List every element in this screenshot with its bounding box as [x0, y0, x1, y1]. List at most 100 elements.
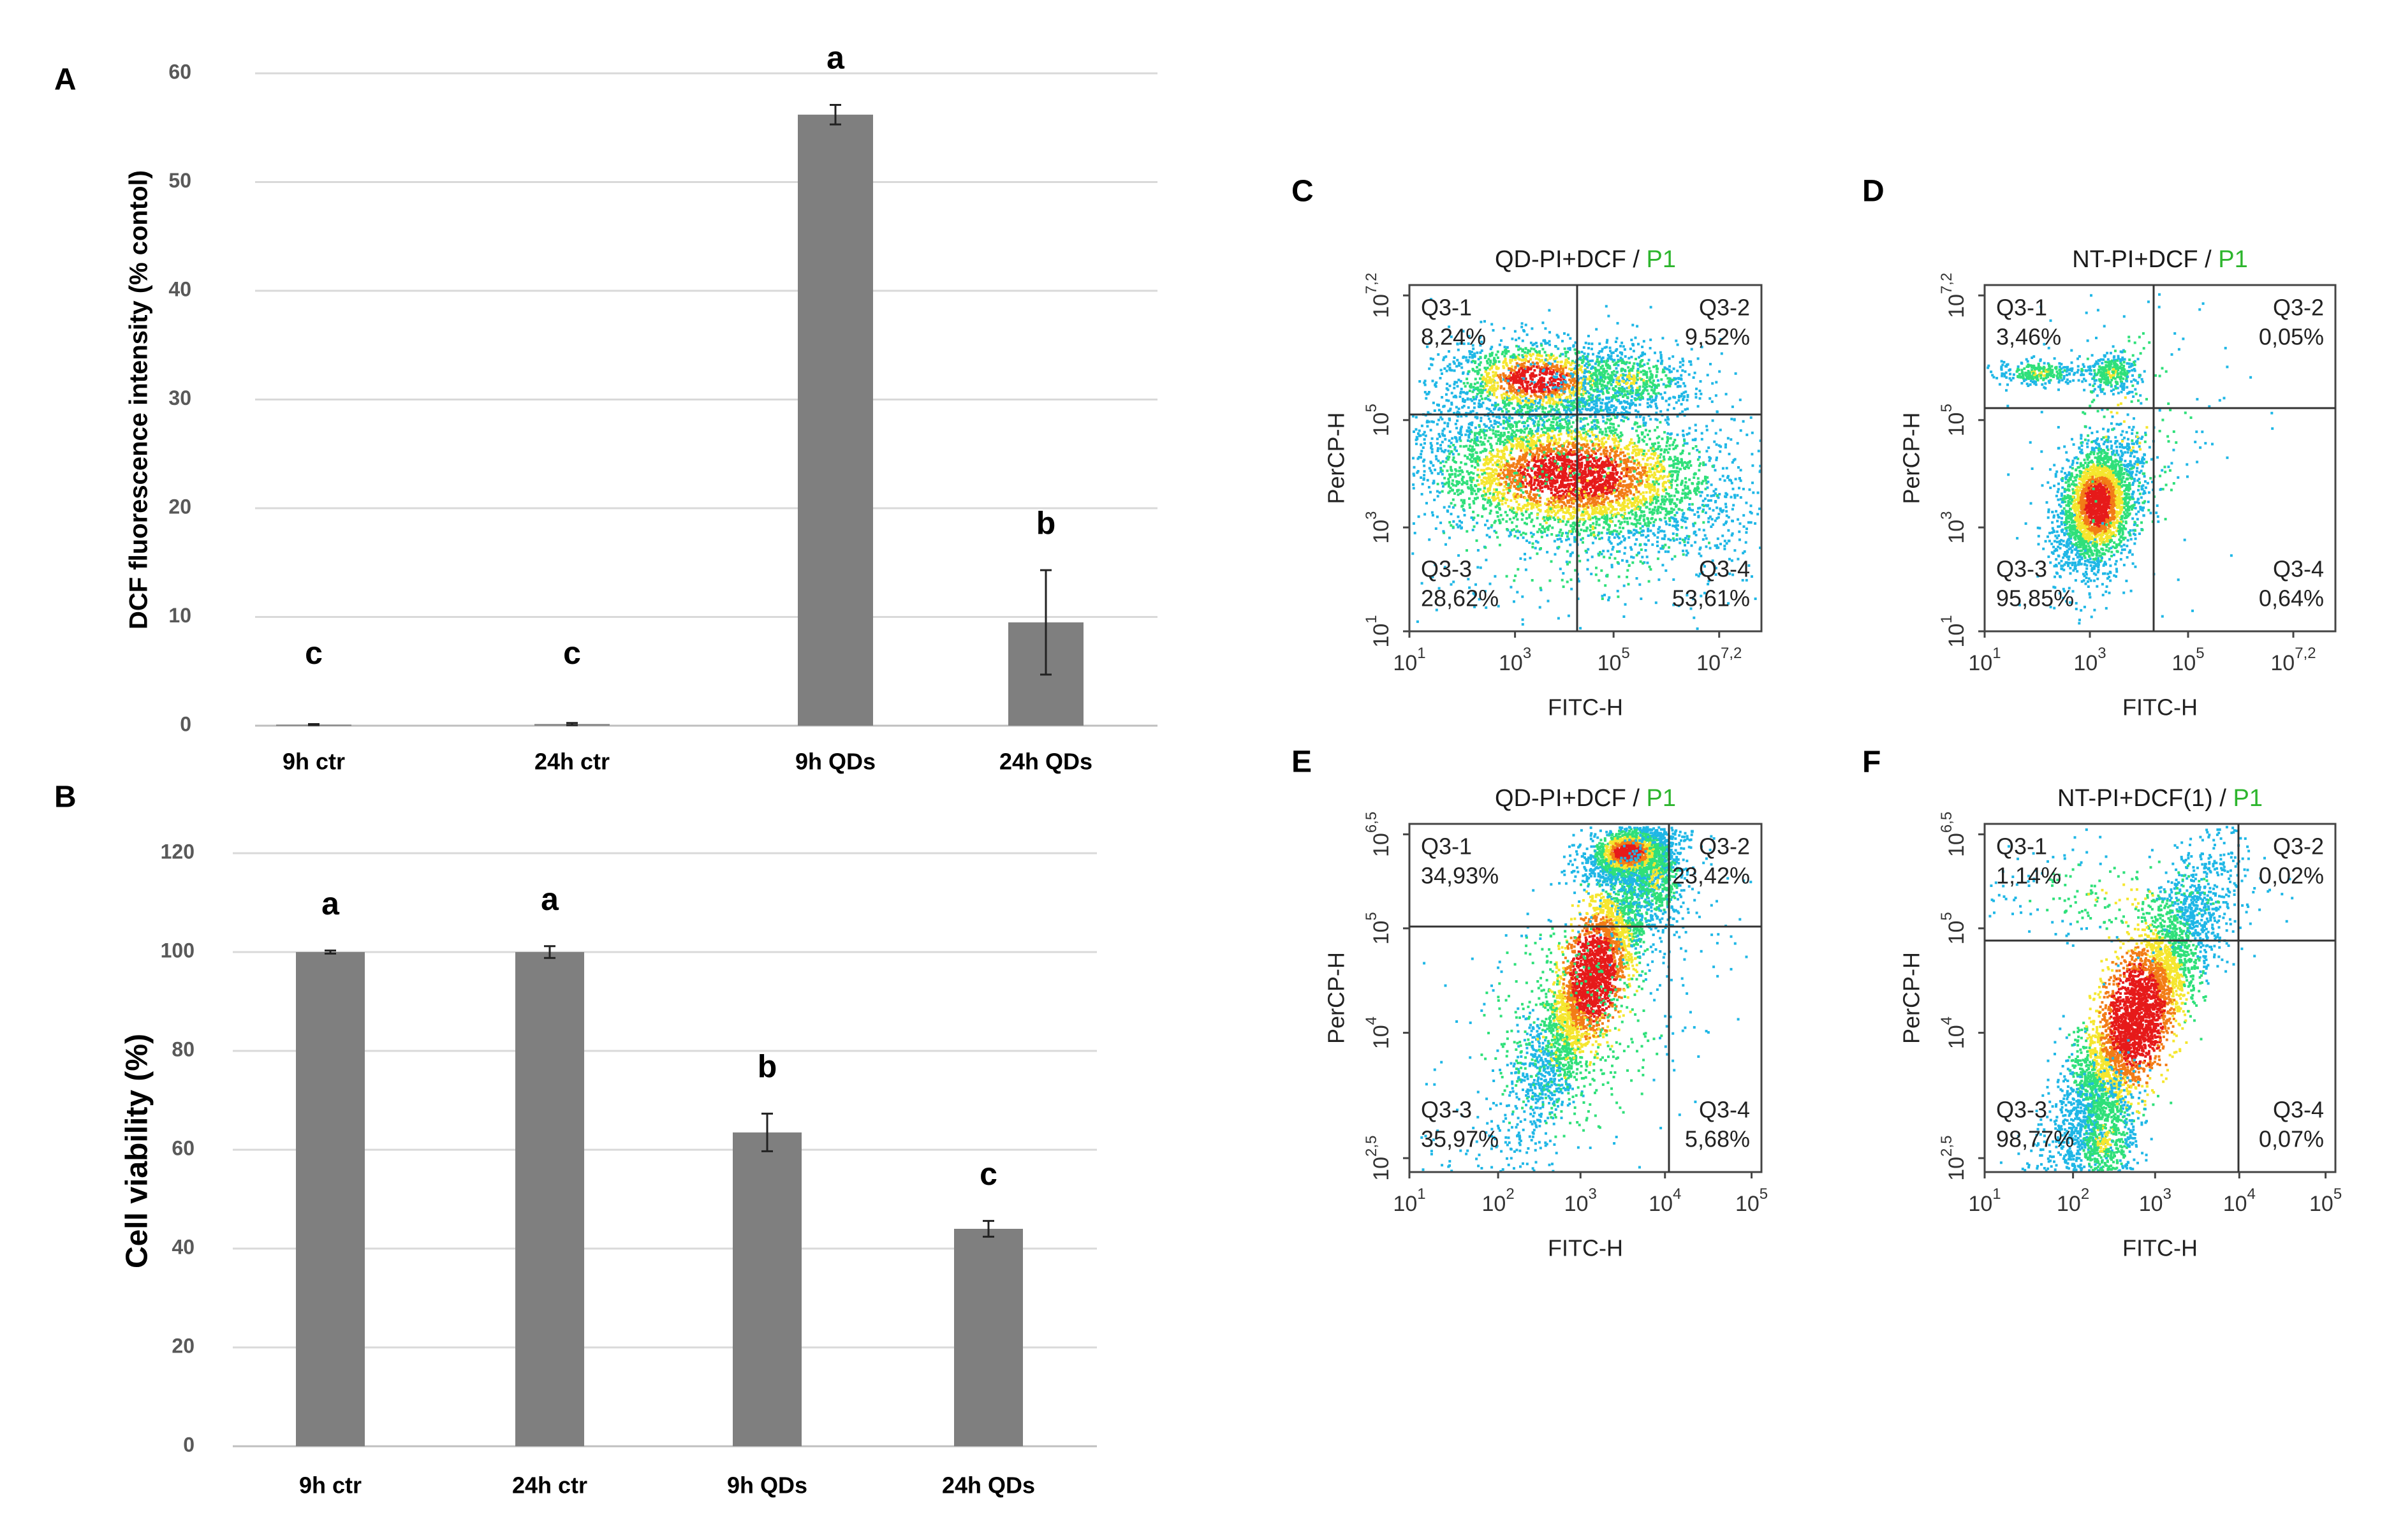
event-dot — [1605, 446, 1608, 449]
event-dot — [1538, 485, 1541, 488]
event-dot — [1470, 480, 1473, 483]
event-dot — [1446, 425, 1450, 428]
event-dot — [1443, 356, 1446, 359]
event-dot — [1561, 520, 1564, 523]
event-dot — [1471, 492, 1474, 495]
event-dot — [1596, 449, 1599, 452]
event-dot — [1635, 577, 1638, 580]
event-dot — [1616, 411, 1619, 414]
event-dot — [1602, 443, 1605, 445]
event-dot — [1616, 535, 1619, 538]
event-dot — [1616, 434, 1619, 437]
event-dot — [1617, 520, 1620, 523]
event-dot — [1441, 372, 1443, 375]
event-dot — [1759, 546, 1761, 550]
event-dot — [1541, 443, 1545, 446]
event-dot — [1651, 508, 1654, 511]
event-dot — [1562, 459, 1566, 462]
event-dot — [1556, 491, 1559, 494]
event-dot — [1467, 447, 1470, 450]
event-dot — [1559, 497, 1562, 500]
event-dot — [1460, 489, 1464, 492]
event-dot — [1657, 550, 1661, 554]
event-dot — [1633, 532, 1636, 536]
event-dot — [1585, 529, 1588, 532]
event-dot — [1564, 523, 1568, 526]
event-dot — [1511, 521, 1514, 524]
event-dot — [1717, 444, 1721, 447]
event-dot — [1623, 552, 1626, 555]
event-dot — [1522, 456, 1525, 458]
event-dot — [1462, 400, 1464, 402]
event-dot — [1480, 430, 1483, 433]
event-dot — [1524, 568, 1527, 571]
event-dot — [1491, 411, 1494, 414]
event-dot — [1462, 391, 1465, 394]
event-dot — [1493, 488, 1496, 491]
event-dot — [1487, 527, 1490, 530]
event-dot — [1474, 466, 1476, 469]
event-dot — [1475, 444, 1478, 446]
event-dot — [1520, 414, 1524, 417]
event-dot — [1570, 465, 1573, 468]
event-dot — [1675, 444, 1679, 448]
event-dot — [1694, 423, 1697, 427]
event-dot — [1566, 445, 1569, 448]
event-dot — [1623, 499, 1626, 502]
event-dot — [1608, 455, 1612, 458]
event-dot — [1540, 355, 1543, 358]
event-dot — [1659, 502, 1663, 506]
event-dot — [1534, 487, 1538, 490]
event-dot — [1650, 453, 1653, 456]
event-dot — [1587, 347, 1590, 349]
event-dot — [1657, 464, 1661, 467]
event-dot — [1485, 407, 1488, 410]
event-dot — [1499, 432, 1503, 435]
event-dot — [1694, 534, 1698, 537]
event-dot — [1649, 529, 1652, 532]
event-dot — [1654, 473, 1657, 476]
event-dot — [1466, 470, 1469, 473]
event-dot — [1710, 494, 1713, 497]
event-dot — [1594, 493, 1598, 496]
event-dot — [1663, 530, 1666, 533]
event-dot — [1606, 523, 1610, 526]
event-dot — [1608, 487, 1612, 489]
event-dot — [1426, 425, 1429, 428]
event-dot — [1626, 468, 1629, 471]
event-dot — [1454, 461, 1457, 464]
event-dot — [1469, 444, 1471, 448]
event-dot — [1573, 494, 1576, 497]
event-dot — [1697, 487, 1700, 490]
event-dot — [1656, 540, 1659, 543]
event-dot — [1505, 407, 1508, 411]
event-dot — [1671, 443, 1674, 446]
event-dot — [1658, 477, 1661, 480]
event-dot — [1688, 478, 1691, 481]
event-dot — [1722, 509, 1725, 512]
event-dot — [1591, 481, 1593, 484]
event-dot — [1636, 477, 1639, 480]
event-dot — [1641, 525, 1644, 528]
event-dot — [1473, 457, 1476, 460]
event-dot — [1467, 406, 1470, 409]
event-dot — [1453, 362, 1456, 365]
event-dot — [1680, 464, 1684, 467]
event-dot — [1490, 436, 1493, 439]
event-dot — [1615, 367, 1618, 370]
event-dot — [1653, 453, 1656, 457]
event-dot — [1598, 393, 1601, 397]
event-dot — [1460, 461, 1463, 464]
event-dot — [1564, 483, 1568, 487]
event-dot — [1626, 502, 1629, 505]
event-dot — [1604, 427, 1607, 430]
event-dot — [1511, 478, 1515, 481]
event-dot — [1527, 464, 1530, 467]
event-dot — [1545, 453, 1548, 456]
event-dot — [1681, 515, 1684, 518]
event-dot — [1668, 444, 1672, 447]
event-dot — [1631, 427, 1634, 430]
event-dot — [1591, 517, 1594, 520]
event-dot — [1491, 458, 1494, 461]
event-dot — [1476, 444, 1480, 447]
